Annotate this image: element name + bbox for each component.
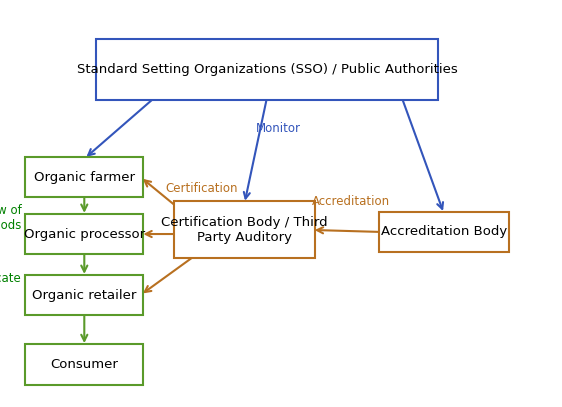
Text: Certification: Certification (166, 182, 238, 195)
Text: Monitor: Monitor (256, 122, 301, 135)
FancyBboxPatch shape (25, 275, 143, 315)
Text: Consumer: Consumer (51, 358, 118, 371)
Text: Standard Setting Organizations (SSO) / Public Authorities: Standard Setting Organizations (SSO) / P… (76, 63, 457, 76)
Text: Certification Body / Third
Party Auditory: Certification Body / Third Party Auditor… (161, 216, 328, 244)
FancyBboxPatch shape (25, 214, 143, 254)
FancyBboxPatch shape (96, 39, 438, 100)
Text: Flow of
goods: Flow of goods (0, 204, 21, 232)
Text: Certificate: Certificate (0, 272, 21, 285)
Text: Organic farmer: Organic farmer (34, 171, 135, 184)
Text: Accreditation Body: Accreditation Body (381, 225, 507, 239)
Text: Organic processor: Organic processor (24, 228, 145, 241)
FancyBboxPatch shape (174, 201, 315, 258)
Text: Organic retailer: Organic retailer (32, 289, 137, 302)
FancyBboxPatch shape (25, 344, 143, 385)
Text: Accreditation: Accreditation (312, 195, 390, 208)
FancyBboxPatch shape (25, 157, 143, 197)
FancyBboxPatch shape (379, 212, 509, 252)
